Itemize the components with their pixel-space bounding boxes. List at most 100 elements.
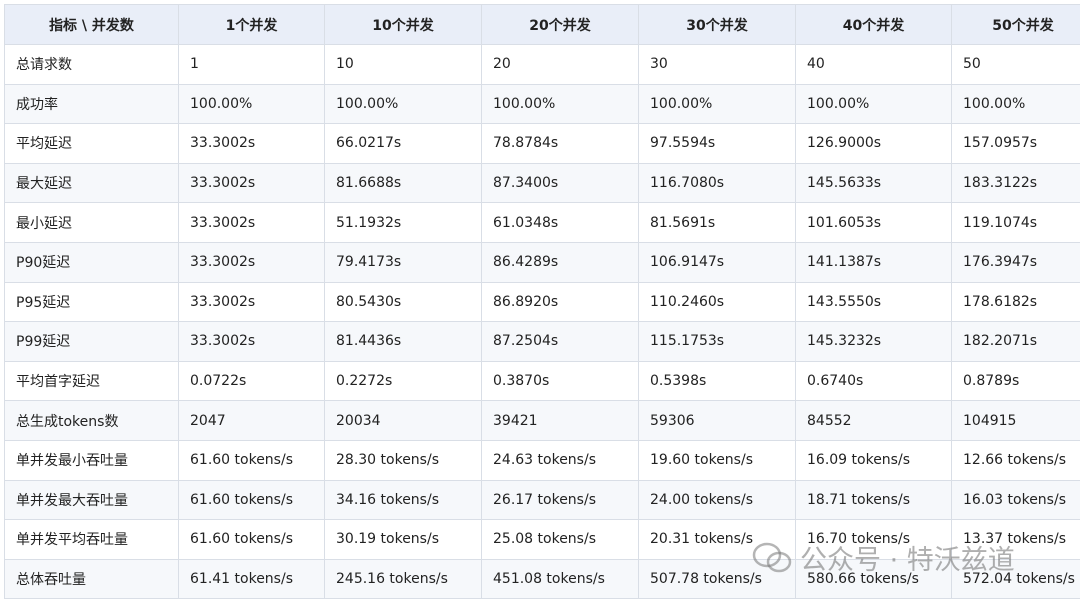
header-row: 指标 \ 并发数 1个并发 10个并发 20个并发 30个并发 40个并发 50个并发: [4, 4, 1080, 45]
cell: 26.17 tokens/s: [481, 479, 639, 521]
cell: 141.1387s: [795, 241, 952, 283]
row-label: 平均首字延迟: [4, 360, 179, 402]
header-cell: 40个并发: [795, 4, 952, 45]
cell: 20: [481, 44, 639, 85]
cell: 16.03 tokens/s: [951, 479, 1080, 521]
header-cell: 10个并发: [324, 4, 482, 45]
table-row: 平均首字延迟 0.0722s 0.2272s 0.3870s 0.5398s 0.6740…: [4, 360, 1080, 402]
table-body: 总请求数 1 10 20 30 40 50 成功率 100.00% 100.00% 100.00% 1…: [4, 44, 1080, 600]
row-label: 成功率: [4, 83, 179, 125]
cell: 572.04 tokens/s: [951, 558, 1080, 600]
table-row: 单并发平均吞吐量 61.60 tokens/s 30.19 tokens/s 25.0…: [4, 519, 1080, 560]
row-label: 单并发平均吞吐量: [4, 519, 179, 560]
cell: 100.00%: [178, 83, 325, 125]
cell: 106.9147s: [638, 241, 796, 283]
cell: 61.60 tokens/s: [178, 439, 325, 481]
cell: 97.5594s: [638, 123, 796, 164]
cell: 51.1932s: [324, 202, 482, 243]
cell: 145.5633s: [795, 162, 952, 204]
cell: 81.5691s: [638, 202, 796, 243]
cell: 101.6053s: [795, 202, 952, 243]
header-cell: 20个并发: [481, 4, 639, 45]
cell: 245.16 tokens/s: [324, 558, 482, 600]
cell: 78.8784s: [481, 123, 639, 164]
cell: 28.30 tokens/s: [324, 439, 482, 481]
header-cell: 30个并发: [638, 4, 796, 45]
row-label: 最大延迟: [4, 162, 179, 204]
cell: 145.3232s: [795, 321, 952, 362]
watermark-text: 公众号 · 特沃兹道: [800, 545, 1015, 576]
cell: 178.6182s: [951, 281, 1080, 323]
row-label: P95延迟: [4, 281, 179, 323]
cell: 0.0722s: [178, 360, 325, 402]
cell: 86.4289s: [481, 241, 639, 283]
cell: 2047: [178, 400, 325, 441]
cell: 10: [324, 44, 482, 85]
cell: 66.0217s: [324, 123, 482, 164]
cell: 84552: [795, 400, 952, 441]
cell: 100.00%: [324, 83, 482, 125]
cell: 80.5430s: [324, 281, 482, 323]
wechat-icon: [752, 542, 792, 572]
cell: 0.5398s: [638, 360, 796, 402]
cell: 119.1074s: [951, 202, 1080, 243]
cell: 157.0957s: [951, 123, 1080, 164]
cell: 25.08 tokens/s: [481, 519, 639, 560]
cell: 33.3002s: [178, 321, 325, 362]
cell: 81.4436s: [324, 321, 482, 362]
cell: 33.3002s: [178, 123, 325, 164]
cell: 61.60 tokens/s: [178, 519, 325, 560]
header-cell: 1个并发: [178, 4, 325, 45]
row-label: 单并发最小吞吐量: [4, 439, 179, 481]
cell: 0.6740s: [795, 360, 952, 402]
table: 指标 \ 并发数 1个并发 10个并发 20个并发 30个并发 40个并发 50个并发 总请…: [4, 4, 1080, 600]
table-row: 平均延迟 33.3002s 66.0217s 78.8784s 97.5594s 126.…: [4, 123, 1080, 164]
cell: 33.3002s: [178, 202, 325, 243]
row-label: P99延迟: [4, 321, 179, 362]
cell: 50: [951, 44, 1080, 85]
cell: 20034: [324, 400, 482, 441]
cell: 61.60 tokens/s: [178, 479, 325, 521]
cell: 580.66 tokens/s: [795, 558, 952, 600]
cell: 183.3122s: [951, 162, 1080, 204]
table-row: P90延迟 33.3002s 79.4173s 86.4289s 106.9147s 14…: [4, 241, 1080, 283]
cell: 33.3002s: [178, 162, 325, 204]
header-cell: 50个并发: [951, 4, 1080, 45]
cell: 104915: [951, 400, 1080, 441]
cell: 126.9000s: [795, 123, 952, 164]
cell: 79.4173s: [324, 241, 482, 283]
table-row: 最小延迟 33.3002s 51.1932s 61.0348s 81.5691s 101.…: [4, 202, 1080, 243]
cell: 176.3947s: [951, 241, 1080, 283]
cell: 143.5550s: [795, 281, 952, 323]
cell: 87.3400s: [481, 162, 639, 204]
cell: 100.00%: [481, 83, 639, 125]
row-label: 总生成tokens数: [4, 400, 179, 441]
cell: 0.8789s: [951, 360, 1080, 402]
header-cell: 指标 \ 并发数: [4, 4, 179, 45]
cell: 30: [638, 44, 796, 85]
cell: 100.00%: [951, 83, 1080, 125]
cell: 33.3002s: [178, 281, 325, 323]
row-label: 最小延迟: [4, 202, 179, 243]
cell: 1: [178, 44, 325, 85]
cell: 59306: [638, 400, 796, 441]
table-row: 成功率 100.00% 100.00% 100.00% 100.00% 100.00% 10…: [4, 83, 1080, 125]
cell: 87.2504s: [481, 321, 639, 362]
row-label: 平均延迟: [4, 123, 179, 164]
cell: 81.6688s: [324, 162, 482, 204]
cell: 24.63 tokens/s: [481, 439, 639, 481]
cell: 182.2071s: [951, 321, 1080, 362]
cell: 12.66 tokens/s: [951, 439, 1080, 481]
cell: 100.00%: [638, 83, 796, 125]
cell: 30.19 tokens/s: [324, 519, 482, 560]
table-row: 单并发最小吞吐量 61.60 tokens/s 28.30 tokens/s 24.6…: [4, 439, 1080, 481]
cell: 16.09 tokens/s: [795, 439, 952, 481]
cell: 116.7080s: [638, 162, 796, 204]
cell: 24.00 tokens/s: [638, 479, 796, 521]
cell: 39421: [481, 400, 639, 441]
watermark: 公众号 · 特沃兹道: [752, 538, 1015, 577]
cell: 61.0348s: [481, 202, 639, 243]
row-label: 总体吞吐量: [4, 558, 179, 600]
cell: 0.2272s: [324, 360, 482, 402]
